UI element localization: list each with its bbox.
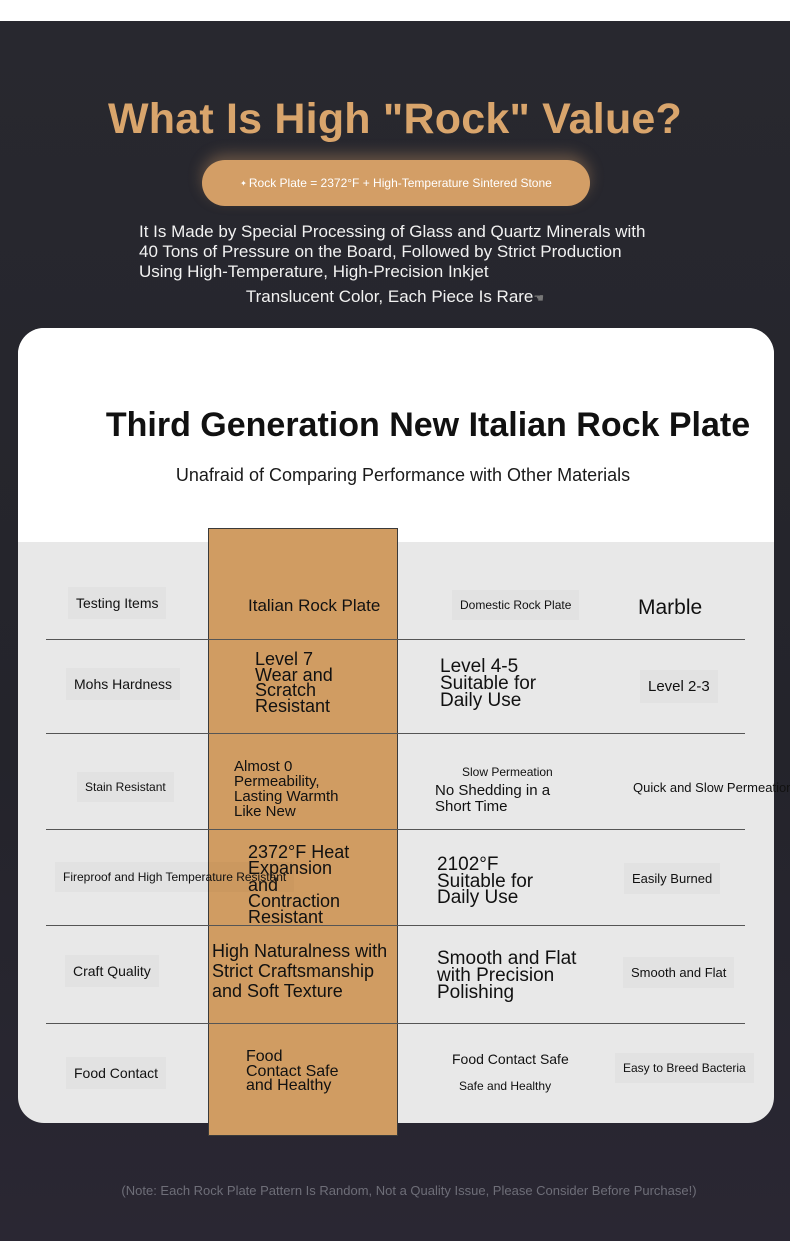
text-line: Daily Use [437,887,519,908]
domestic-stain-value: No Shedding in a Short Time [435,783,550,815]
text-line: and Healthy [246,1077,332,1094]
text-line: High Naturalness with [212,941,388,961]
text-line: Strict Craftsmanship [212,961,375,981]
row-item-fireproof: Fireproof and High Temperature Resistant [55,862,294,892]
intro-paragraph: It Is Made by Special Processing of Glas… [139,222,646,281]
row-item-stain-resistant: Stain Resistant [77,772,174,802]
row-item-craft-quality: Craft Quality [65,955,159,987]
text-line: with Precision [437,965,555,986]
text-line: Level 7 [255,649,314,669]
hero-title: What Is High "Rock" Value? [107,95,682,143]
header-italian-rock-plate: Italian Rock Plate [248,596,381,615]
italian-fire-value: 2372°F Heat Expansion and Contraction Re… [248,842,350,928]
card-header-area [18,328,774,542]
italian-mohs-value: Level 7 Wear and Scratch Resistant [255,649,333,716]
text-line: Food [246,1048,283,1065]
row-item-food-contact: Food Contact [66,1057,166,1089]
text-line: Polishing [437,982,515,1003]
row-divider [46,925,745,926]
header-marble: Marble [638,596,703,619]
text-line: 2372°F Heat [248,842,350,862]
text-line: 2102°F [437,854,499,875]
italian-stain-value: Almost 0 Permeability, Lasting Warmth Li… [234,759,338,819]
domestic-food-value: Safe and Healthy [459,1079,552,1093]
text-line: No Shedding in a [435,782,551,799]
text-line: and [248,874,279,895]
row-divider [46,639,745,640]
text-line: Scratch [255,680,317,700]
domestic-stain-top: Slow Permeation [462,765,553,779]
italian-food-value: Food Contact Safe and Healthy [246,1048,339,1094]
header-testing-items: Testing Items [68,587,166,619]
text-line: Suitable for [440,673,537,694]
text-line: Wear and [255,664,333,685]
marble-stain-value: Quick and Slow Permeation [633,780,790,795]
row-divider [46,1023,745,1024]
intro-last-line: Translucent Color, Each Piece Is Rare☚ [0,287,790,307]
text-line: Permeability, [234,773,320,790]
italian-craft-value: High Naturalness with Strict Craftsmansh… [212,941,387,1001]
text-line: Contraction [248,890,341,911]
text-line: and Soft Texture [212,981,343,1001]
row-item-mohs-hardness: Mohs Hardness [66,668,180,700]
card-title: Third Generation New Italian Rock Plate [105,406,751,444]
text-line: Suitable for [437,870,534,892]
marble-craft-value: Smooth and Flat [623,957,734,988]
text-line: Expansion [248,858,333,879]
formula-pill: ✦ Rock Plate = 2372°F + High-Temperature… [202,160,590,206]
header-domestic-rock-plate: Domestic Rock Plate [452,590,579,620]
text-line: Resistant [255,695,331,716]
text-line: Lasting Warmth [234,788,339,805]
footnote: (Note: Each Rock Plate Pattern Is Random… [121,1183,697,1198]
marble-mohs-value: Level 2-3 [640,670,718,703]
text-line: Contact Safe [246,1062,339,1080]
intro-last-text: Translucent Color, Each Piece Is Rare [245,287,534,306]
row-divider [46,733,745,734]
text-line: Level 4-5 [440,656,519,677]
top-white-strip [0,0,790,21]
text-line: Almost 0 [234,758,293,775]
text-line: Like New [234,803,296,820]
domestic-craft-value: Smooth and Flat with Precision Polishing [437,948,577,1003]
italian-rock-plate-column [208,528,398,1136]
domestic-mohs-value: Level 4-5 Suitable for Daily Use [440,656,537,711]
text-line: Daily Use [440,690,522,711]
text-line: Smooth and Flat [437,948,577,969]
domestic-food-top: Food Contact Safe [452,1051,569,1067]
text-line: Resistant [248,907,324,928]
card-subtitle: Unafraid of Comparing Performance with O… [175,465,631,485]
formula-text: Rock Plate = 2372°F + High-Temperature S… [248,176,552,190]
marble-food-value: Easy to Breed Bacteria [615,1053,754,1083]
sparkle-icon: ✦ [240,178,247,188]
marble-fire-value: Easily Burned [624,863,720,894]
row-divider [46,829,745,830]
pointer-hand-icon: ☚ [533,291,545,305]
text-line: Short Time [435,798,508,815]
domestic-fire-value: 2102°F Suitable for Daily Use [437,854,534,908]
